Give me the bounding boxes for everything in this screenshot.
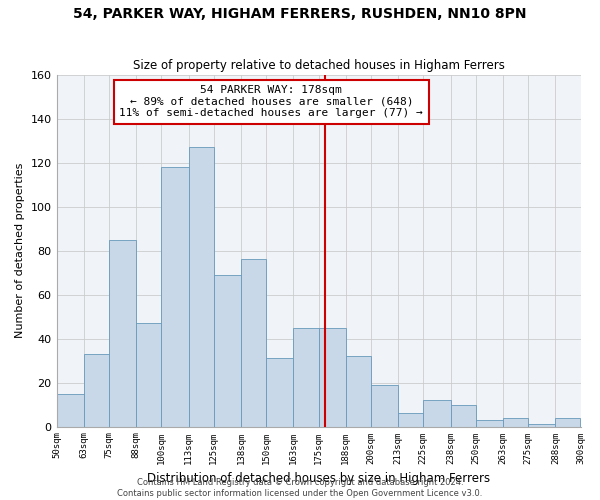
Bar	[136, 323, 161, 426]
Bar	[188, 147, 214, 426]
Bar	[241, 260, 266, 426]
Bar	[56, 394, 84, 426]
Bar	[556, 418, 580, 426]
Text: Contains HM Land Registry data © Crown copyright and database right 2024.
Contai: Contains HM Land Registry data © Crown c…	[118, 478, 482, 498]
Bar	[214, 275, 241, 426]
Bar	[319, 328, 346, 426]
Bar	[398, 414, 424, 426]
Bar	[528, 424, 556, 426]
X-axis label: Distribution of detached houses by size in Higham Ferrers: Distribution of detached houses by size …	[147, 472, 490, 485]
Bar	[371, 385, 398, 426]
Text: 54 PARKER WAY: 178sqm
← 89% of detached houses are smaller (648)
11% of semi-det: 54 PARKER WAY: 178sqm ← 89% of detached …	[119, 85, 423, 118]
Bar	[293, 328, 319, 426]
Bar	[346, 356, 371, 426]
Title: Size of property relative to detached houses in Higham Ferrers: Size of property relative to detached ho…	[133, 59, 505, 72]
Bar	[161, 167, 188, 426]
Bar	[84, 354, 109, 426]
Bar	[109, 240, 136, 426]
Bar	[266, 358, 293, 426]
Bar	[451, 404, 476, 426]
Y-axis label: Number of detached properties: Number of detached properties	[15, 163, 25, 338]
Text: 54, PARKER WAY, HIGHAM FERRERS, RUSHDEN, NN10 8PN: 54, PARKER WAY, HIGHAM FERRERS, RUSHDEN,…	[73, 8, 527, 22]
Bar	[503, 418, 528, 426]
Bar	[424, 400, 451, 426]
Bar	[476, 420, 503, 426]
